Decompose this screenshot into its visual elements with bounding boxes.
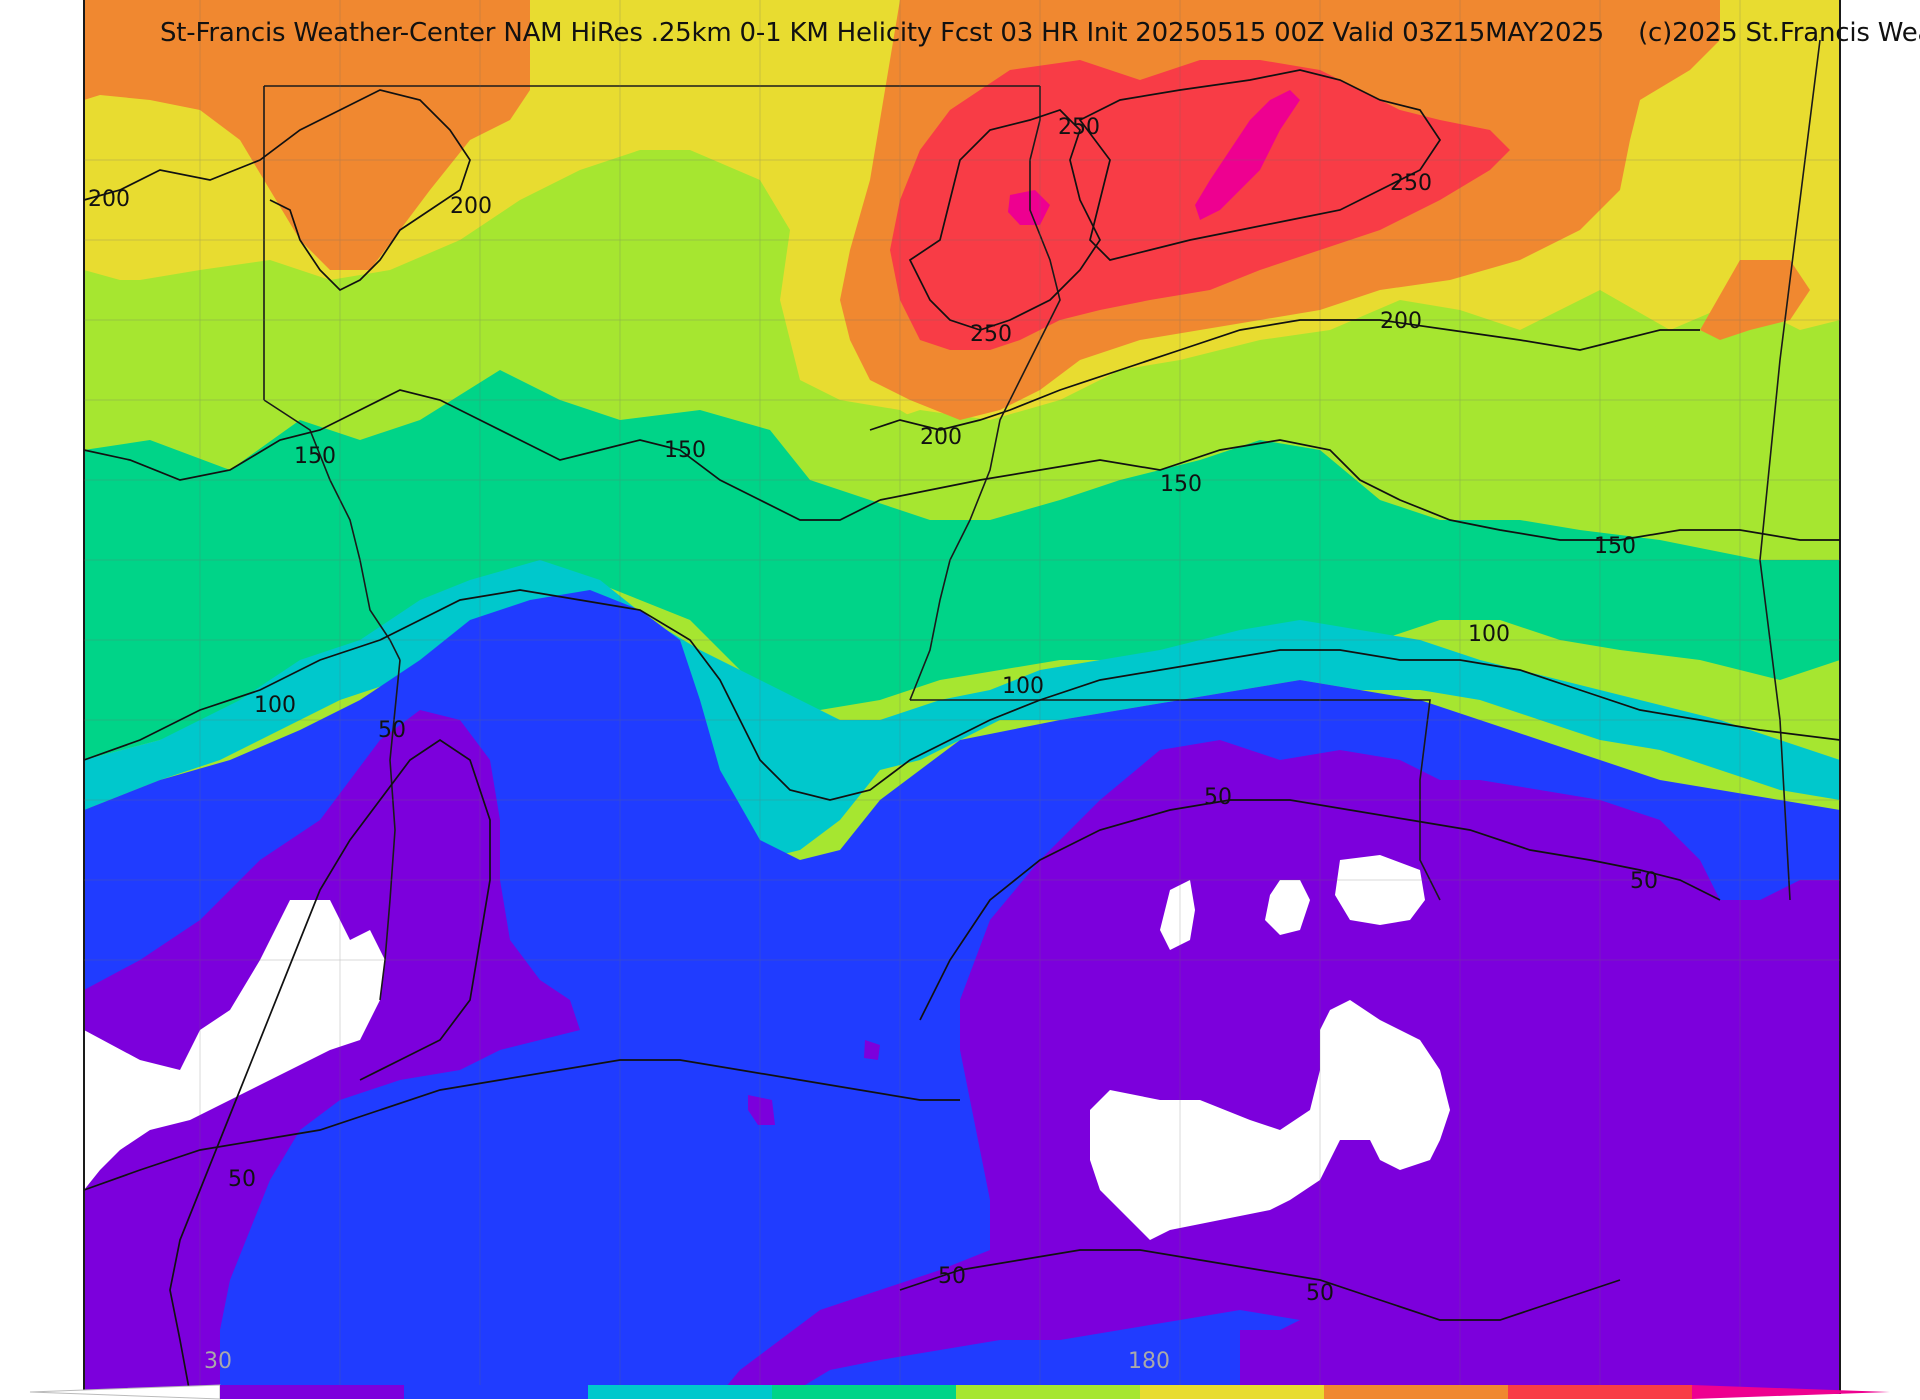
legend-swatch xyxy=(1140,1385,1324,1399)
legend-swatch xyxy=(1324,1385,1508,1399)
contour-250-a xyxy=(908,109,1101,331)
fill-purple-left xyxy=(84,710,580,1394)
contour-label: 50 xyxy=(378,718,406,743)
contour-label: 100 xyxy=(1002,674,1044,699)
legend-tick-label: 30 xyxy=(204,1349,232,1374)
boundaries xyxy=(83,0,1841,1394)
contour-label: 50 xyxy=(938,1264,966,1289)
contour-label: 50 xyxy=(1630,869,1658,894)
contour-lines xyxy=(83,69,1841,1395)
contour-label: 100 xyxy=(1468,622,1510,647)
contour-label: 200 xyxy=(450,194,492,219)
contour-label: 250 xyxy=(1058,115,1100,140)
legend-swatch xyxy=(956,1385,1140,1399)
contour-label: 150 xyxy=(294,444,336,469)
map-title: St-Francis Weather-Center NAM HiRes .25k… xyxy=(160,18,1920,48)
county-lines xyxy=(84,0,1840,1394)
legend-swatch xyxy=(404,1385,588,1399)
contour-250-b xyxy=(1078,69,1442,261)
contour-label: 200 xyxy=(1380,309,1422,334)
contour-label: 150 xyxy=(1594,534,1636,559)
contour-label: 50 xyxy=(228,1167,256,1192)
contour-label: 150 xyxy=(664,438,706,463)
contour-label: 200 xyxy=(920,425,962,450)
fill-orange-right xyxy=(1700,260,1810,340)
contour-label: 150 xyxy=(1160,472,1202,497)
contour-150-left xyxy=(83,389,881,521)
contour-150-right xyxy=(879,439,1840,541)
fill-orange-left xyxy=(84,0,530,270)
fill-magenta xyxy=(1008,90,1300,225)
contour-label: 100 xyxy=(254,693,296,718)
contour-50-bottom xyxy=(899,1249,1621,1321)
contour-label: 50 xyxy=(1204,785,1232,810)
legend-right-arrow xyxy=(1692,1385,1890,1399)
contour-label: 200 xyxy=(88,187,130,212)
fill-purple-right xyxy=(720,740,1840,1394)
contour-50-right xyxy=(919,799,1721,1021)
legend-swatch xyxy=(772,1385,956,1399)
legend-swatch xyxy=(220,1385,404,1399)
legend-tick-label: 180 xyxy=(1128,1349,1170,1374)
contour-50-left xyxy=(169,738,491,1395)
contour-200-right xyxy=(869,319,1700,431)
fill-white-mid xyxy=(1160,855,1425,950)
fill-green xyxy=(84,370,1840,760)
contour-label: 250 xyxy=(1390,171,1432,196)
title-text: St-Francis Weather-Center NAM HiRes .25k… xyxy=(160,18,1605,48)
contour-label: 250 xyxy=(970,322,1012,347)
fill-white-right xyxy=(1090,1000,1450,1240)
copyright-text: (c)2025 St.Francis Weather xyxy=(1638,18,1920,48)
contour-label: 50 xyxy=(1306,1281,1334,1306)
fill-white-left xyxy=(84,900,385,1190)
color-legend xyxy=(29,1384,1890,1400)
contour-100 xyxy=(83,589,1841,801)
fill-cyan xyxy=(84,560,1840,860)
contour-200-left xyxy=(83,89,471,292)
legend-swatch xyxy=(588,1385,772,1399)
contour-labels: 200 200 250 250 250 200 200 150 150 150 … xyxy=(88,115,1658,1306)
fill-purple-small xyxy=(748,1040,880,1125)
contour-50-bottom-left xyxy=(83,1059,960,1191)
legend-swatch xyxy=(1508,1385,1692,1399)
